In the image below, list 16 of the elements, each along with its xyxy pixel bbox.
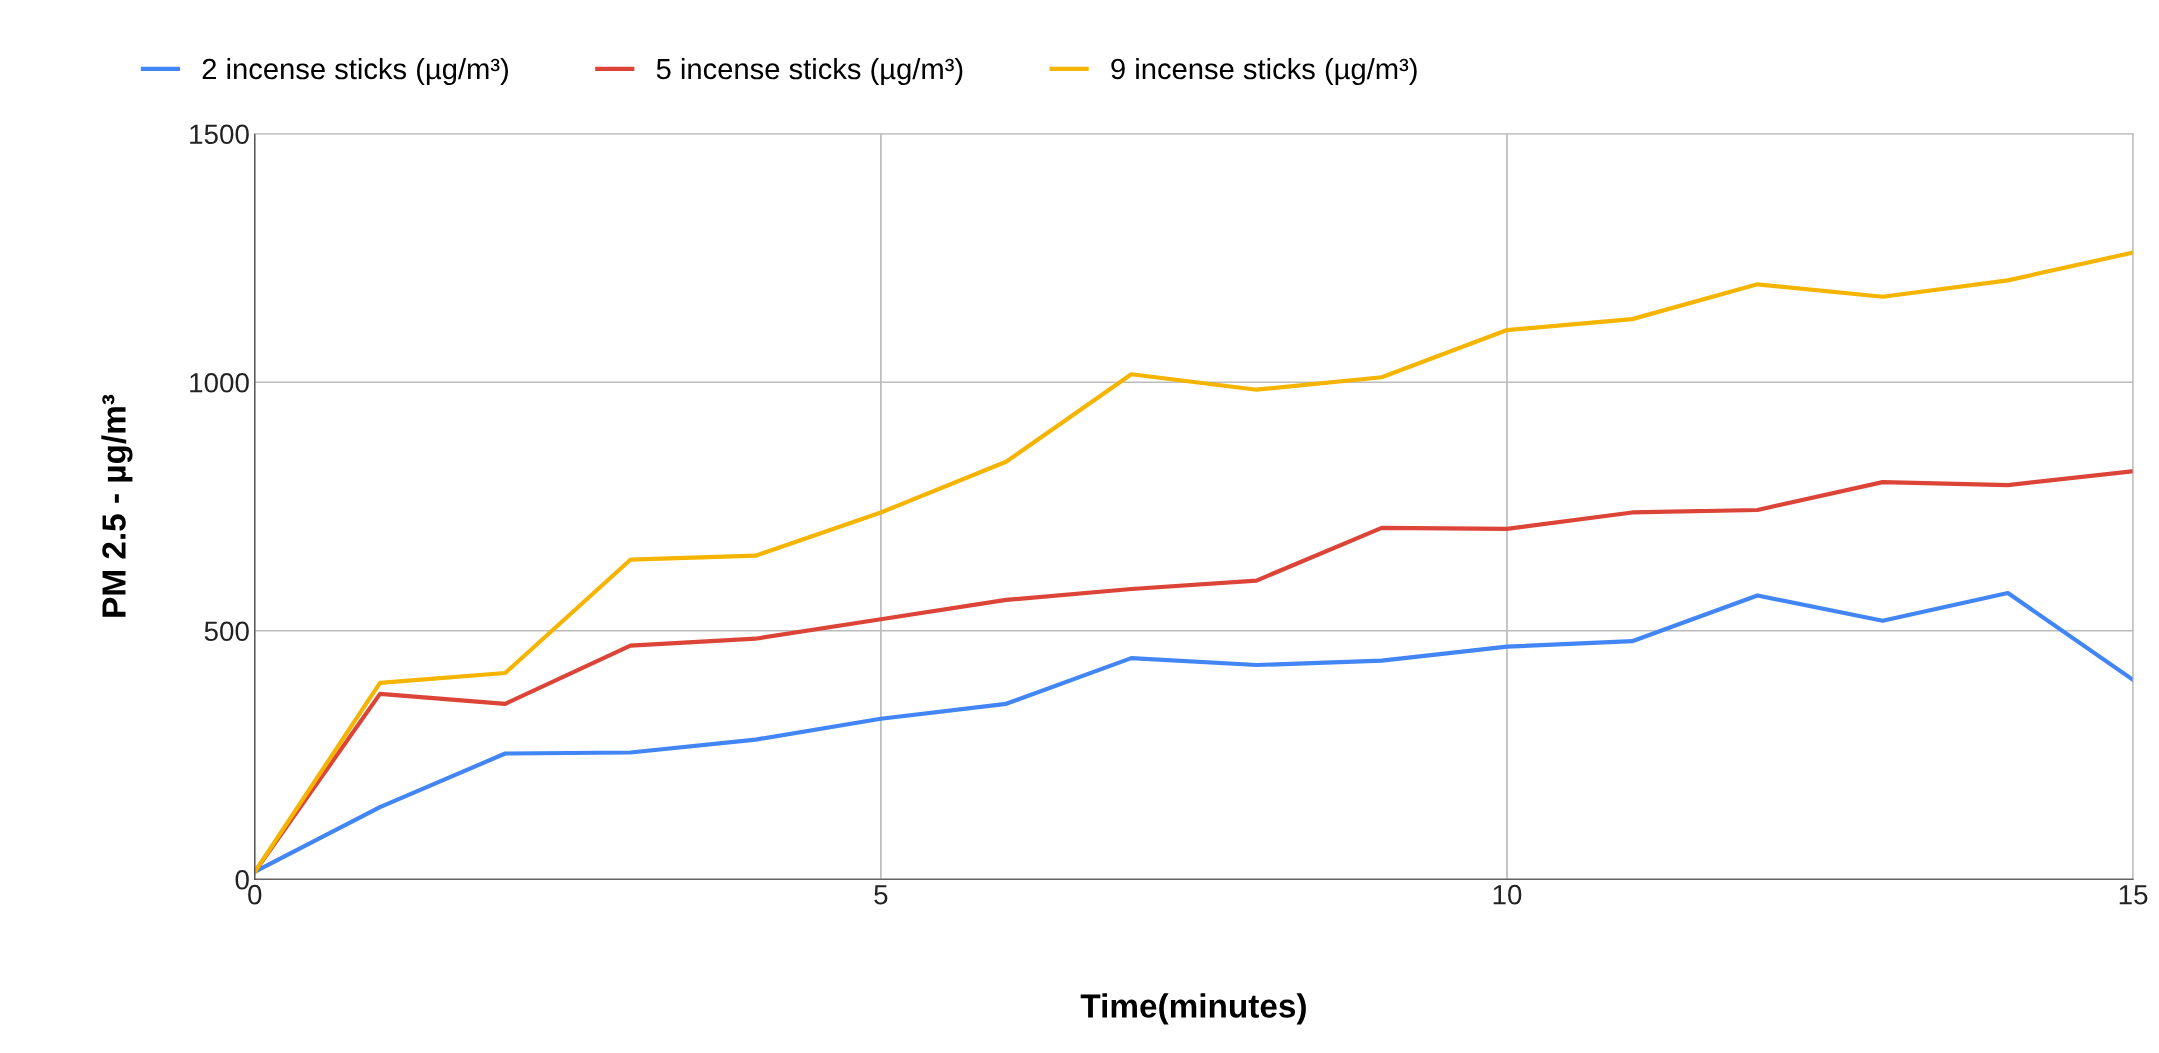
line-series [254,590,2134,874]
y-axis-title: PM 2.5 - µg/m³ [101,394,133,617]
legend-label: 2 incense sticks (µg/m³) [202,57,508,86]
x-tick-label: 10 [1493,884,1522,905]
x-tick-label: 15 [2119,885,2148,905]
line-series [254,250,2134,874]
x-axis-title: Time(minutes) [1080,993,1306,1025]
y-tick-label: 1000 [190,372,249,393]
legend-label: 5 incense sticks (µg/m³) [656,57,963,86]
y-tick-label: 500 [204,621,249,642]
x-tick-label: 0 [248,884,262,905]
x-tick-label: 5 [874,885,888,905]
line-series [254,469,2134,874]
y-tick-label: 1500 [190,124,249,145]
legend-label: 9 incense sticks (µg/m³) [1111,57,1417,86]
y-tick-label: 0 [235,869,249,890]
